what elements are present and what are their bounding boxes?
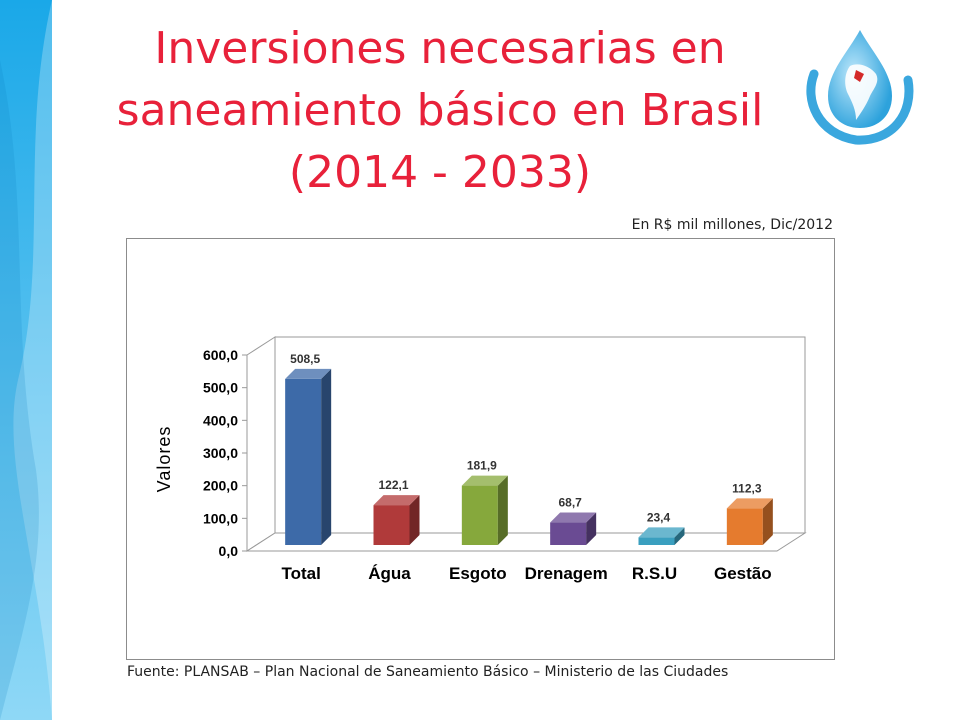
unit-note: En R$ mil millones, Dic/2012 xyxy=(631,217,833,233)
bar xyxy=(285,368,332,545)
bar xyxy=(550,512,597,545)
bar-front xyxy=(638,537,675,545)
y-tick-label: 300,0 xyxy=(203,445,238,461)
bar-front xyxy=(550,522,587,545)
x-tick-label: Total xyxy=(281,564,320,583)
bar-side xyxy=(321,368,332,545)
bar-top xyxy=(726,498,773,509)
y-tick-label: 600,0 xyxy=(203,347,238,363)
bar-front xyxy=(461,485,498,545)
chart-back-wall xyxy=(274,336,806,534)
x-tick-label: Drenagem xyxy=(525,564,608,583)
bar-front xyxy=(726,508,763,545)
bar-top xyxy=(285,368,332,379)
y-tick-label: 0,0 xyxy=(219,543,239,559)
bar xyxy=(726,498,773,545)
bar-chart: 0,0 100,0 200,0 300,0 400,0 500,0 600,0 Valore… xyxy=(154,336,807,583)
bar-value-label: 181,9 xyxy=(467,459,497,473)
bar-value-label: 508,5 xyxy=(290,352,320,366)
bar-value-label: 122,1 xyxy=(378,478,408,492)
bar-value-label: 23,4 xyxy=(647,510,671,524)
water-drop-logo-icon xyxy=(806,30,914,145)
bar-side xyxy=(674,527,685,545)
chart-side-wall xyxy=(246,336,276,552)
chart-frame: 0,0 100,0 200,0 300,0 400,0 500,0 600,0 Valore… xyxy=(126,238,835,660)
bar-side xyxy=(409,495,420,545)
bar-top xyxy=(638,527,685,538)
x-tick-label: R.S.U xyxy=(632,564,677,583)
x-tick-label: Gestão xyxy=(714,564,772,583)
bar-value-label: 68,7 xyxy=(558,496,582,510)
bar xyxy=(638,527,685,545)
bar-series: 508,5 122,1 181,9 68,7 23,4 112,3 xyxy=(285,352,773,545)
bar-side xyxy=(497,475,508,545)
bar-value-label: 112,3 xyxy=(732,481,762,495)
bar-top xyxy=(550,512,597,523)
bar-front xyxy=(373,505,410,545)
x-axis-tick-labels: Total Água Esgoto Drenagem R.S.U Gestão xyxy=(281,564,771,583)
source-note: Fuente: PLANSAB – Plan Nacional de Sanea… xyxy=(127,664,729,680)
bar-top xyxy=(373,495,420,506)
x-tick-label: Água xyxy=(368,564,411,583)
chart-floor xyxy=(245,532,807,552)
decorative-side-band xyxy=(0,0,52,720)
bar xyxy=(373,495,420,545)
y-tick-label: 200,0 xyxy=(203,478,238,494)
y-axis: 0,0 100,0 200,0 300,0 400,0 500,0 600,0 xyxy=(203,347,248,559)
y-tick-label: 400,0 xyxy=(203,412,238,428)
bar-side xyxy=(586,512,597,545)
slide-title: Inversiones necesarias en saneamiento bá… xyxy=(90,18,790,204)
x-tick-label: Esgoto xyxy=(449,564,507,583)
bar xyxy=(461,475,508,545)
bar-front xyxy=(285,378,322,545)
y-tick-label: 500,0 xyxy=(203,380,238,396)
title-line-3: (2014 - 2033) xyxy=(288,147,592,198)
bar-top xyxy=(461,475,508,486)
bar-side xyxy=(762,498,773,545)
y-tick-label: 100,0 xyxy=(203,510,238,526)
title-line-2: saneamiento básico en Brasil xyxy=(116,85,764,136)
title-line-1: Inversiones necesarias en xyxy=(154,23,726,74)
y-axis-label: Valores xyxy=(154,426,174,493)
